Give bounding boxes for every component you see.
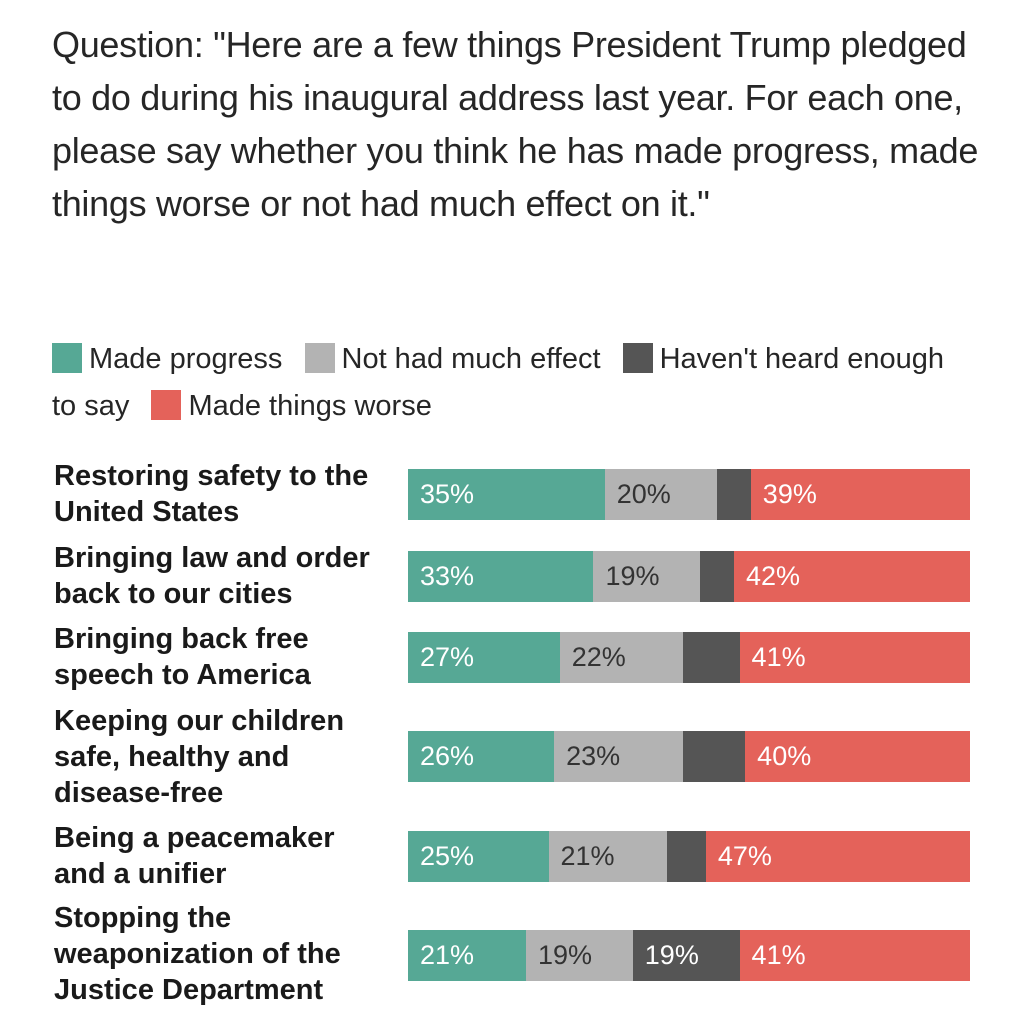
row-label: Bringing law and order back to our citie…	[54, 542, 370, 610]
bar-segment-made-things-worse: 47%	[705, 831, 970, 882]
row-label: Keeping our children safe, healthy and d…	[54, 705, 345, 809]
bar-segment-not-had-much-effect: 19%	[593, 551, 701, 602]
legend-label-made-worse: Made things worse	[188, 390, 432, 422]
data-label: 33%	[420, 561, 475, 591]
data-label: 23%	[566, 741, 621, 771]
legend-item-made-progress: Made progress	[52, 343, 282, 375]
data-label: 39%	[762, 479, 817, 509]
legend-item-not-much-effect: Not had much effect	[304, 343, 601, 375]
bar-segment-made-things-worse: 41%	[739, 930, 970, 981]
legend-swatch-havent-heard	[622, 343, 653, 373]
data-label: 20%	[616, 479, 671, 509]
row-label: Stopping the weaponization of the Justic…	[54, 902, 341, 1006]
data-label: 19%	[605, 561, 660, 591]
bar-row: 21% 19% 19% 41%	[408, 930, 970, 981]
bar-segment-haven-t-heard-enough-to-say	[717, 469, 751, 520]
row-label: Being a peacemaker and a unifier	[54, 822, 335, 890]
chart-legend: Made progress Not had much effect Haven'…	[52, 336, 952, 430]
data-label: 41%	[751, 940, 806, 970]
data-label: 26%	[420, 741, 475, 771]
chart-question: Question: "Here are a few things Preside…	[52, 24, 979, 224]
legend-swatch-made-progress	[52, 343, 82, 373]
bar-segment-made-progress: 26%	[408, 731, 555, 782]
bar-segment-haven-t-heard-enough-to-say: 19%	[632, 930, 740, 981]
legend-label-made-progress: Made progress	[89, 343, 283, 375]
data-label: 35%	[420, 479, 475, 509]
legend-item-havent-heard: Haven't heard enough to say	[52, 343, 944, 422]
bar-segment-not-had-much-effect: 21%	[548, 831, 667, 882]
bar-segment-made-things-worse: 39%	[750, 469, 970, 520]
data-label: 42%	[745, 561, 800, 591]
row-label: Restoring safety to the United States	[54, 460, 369, 528]
data-label: 40%	[757, 741, 812, 771]
bar-segment-haven-t-heard-enough-to-say	[683, 632, 740, 683]
data-label: 19%	[644, 940, 699, 970]
legend-swatch-not-much-effect	[304, 343, 335, 373]
bar-segment-haven-t-heard-enough-to-say	[683, 731, 746, 782]
data-label: 21%	[420, 940, 475, 970]
bar-row: 33% 19% 42%	[408, 551, 970, 602]
bar-segment-haven-t-heard-enough-to-say	[700, 551, 734, 602]
bar-segment-haven-t-heard-enough-to-say	[666, 831, 706, 882]
bar-row: 25% 21% 47%	[408, 831, 970, 882]
data-label: 19%	[538, 940, 593, 970]
bar-segment-made-progress: 35%	[408, 469, 605, 520]
bar-row: 35% 20% 39%	[408, 469, 970, 520]
bar-row: 27% 22% 41%	[408, 632, 970, 683]
bar-segment-made-things-worse: 42%	[733, 551, 970, 602]
data-label: 25%	[420, 841, 475, 871]
legend-swatch-made-worse	[151, 390, 182, 420]
legend-item-made-worse: Made things worse	[151, 390, 432, 422]
bar-segment-made-things-worse: 41%	[739, 632, 970, 683]
legend-label-havent-heard: Haven't heard enough to say	[52, 343, 945, 422]
legend-label-not-much-effect: Not had much effect	[341, 343, 601, 375]
data-label: 47%	[717, 841, 772, 871]
bar-segment-not-had-much-effect: 20%	[604, 469, 718, 520]
bar-segment-made-progress: 21%	[408, 930, 527, 981]
data-label: 22%	[571, 642, 626, 672]
row-label: Bringing back free speech to America	[54, 623, 311, 691]
bar-segment-made-progress: 25%	[408, 831, 549, 882]
bar-segment-not-had-much-effect: 23%	[554, 731, 684, 782]
bar-segment-not-had-much-effect: 19%	[526, 930, 633, 981]
data-label: 41%	[751, 642, 806, 672]
bar-segment-not-had-much-effect: 22%	[559, 632, 684, 683]
bar-segment-made-progress: 27%	[408, 632, 560, 683]
bar-row: 26% 23% 40%	[408, 731, 970, 782]
data-label: 21%	[560, 841, 615, 871]
bar-segment-made-things-worse: 40%	[745, 731, 970, 782]
bar-segment-made-progress: 33%	[408, 551, 594, 602]
data-label: 27%	[420, 642, 475, 672]
